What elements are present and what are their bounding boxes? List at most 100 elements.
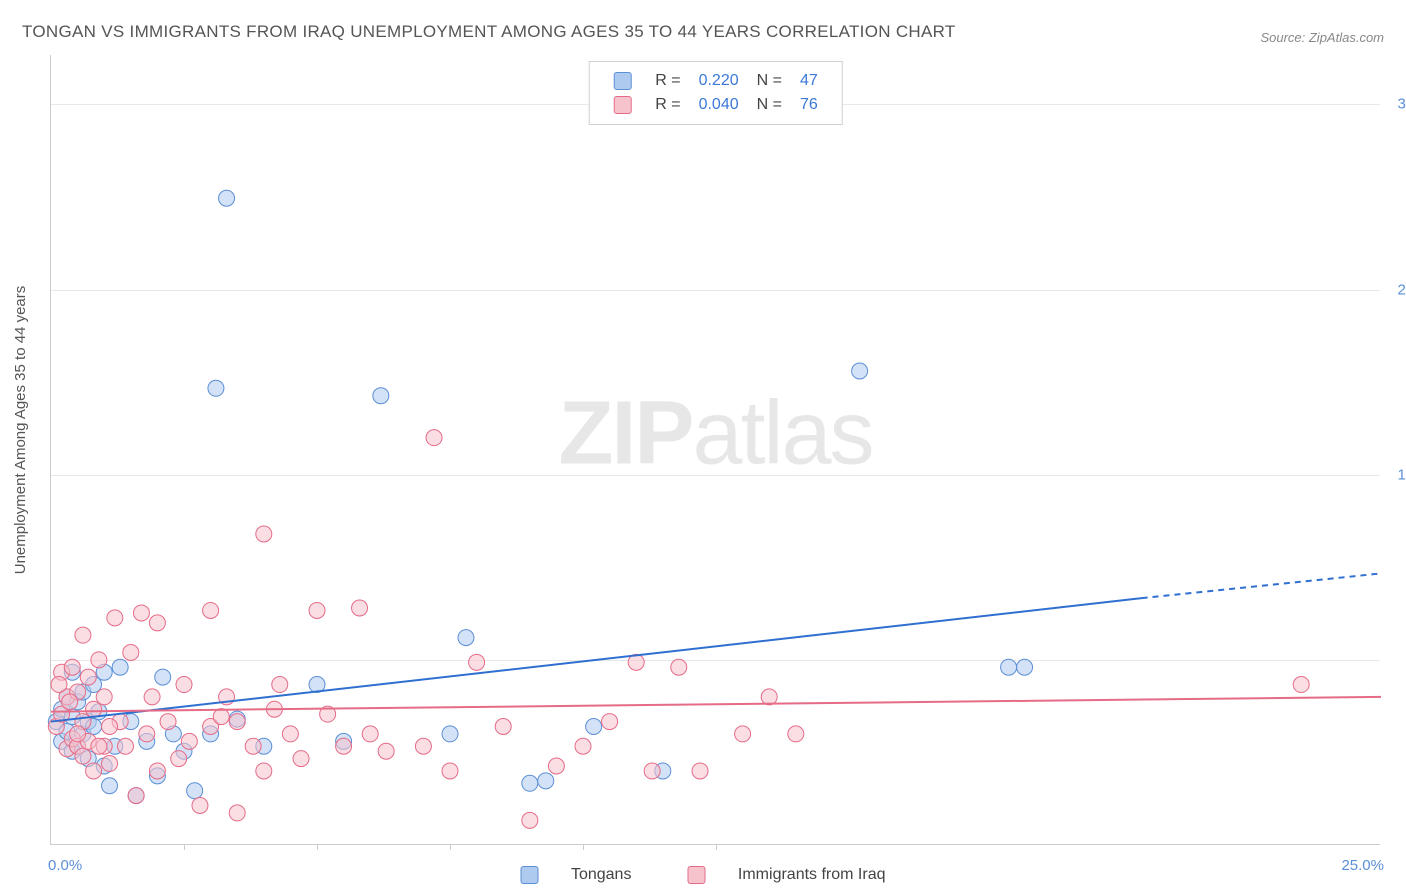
scatter-point <box>160 714 176 730</box>
scatter-point <box>469 654 485 670</box>
scatter-point <box>96 689 112 705</box>
legend-series-item: Tongans <box>507 866 646 883</box>
scatter-point <box>128 788 144 804</box>
x-tick <box>716 844 717 850</box>
legend-row: R =0.220N =47 <box>605 70 826 92</box>
legend-swatch <box>613 96 631 114</box>
scatter-point <box>336 738 352 754</box>
scatter-point <box>1293 677 1309 693</box>
legend-swatch <box>687 866 705 884</box>
legend-series-item: Immigrants from Iraq <box>673 866 899 883</box>
scatter-point <box>91 738 107 754</box>
legend-r-label: R = <box>647 70 688 92</box>
scatter-point <box>139 726 155 742</box>
scatter-point <box>187 783 203 799</box>
scatter-point <box>171 751 187 767</box>
scatter-point <box>149 763 165 779</box>
scatter-point <box>272 677 288 693</box>
scatter-point <box>70 726 86 742</box>
x-axis-origin-label: 0.0% <box>48 857 82 874</box>
scatter-point <box>75 627 91 643</box>
scatter-point <box>133 605 149 621</box>
scatter-point <box>442 763 458 779</box>
scatter-point <box>548 758 564 774</box>
scatter-point <box>1017 659 1033 675</box>
legend-correlation-box: R =0.220N =47R =0.040N =76 <box>588 61 843 125</box>
scatter-point <box>495 719 511 735</box>
scatter-point <box>352 600 368 616</box>
legend-series: Tongans Immigrants from Iraq <box>493 866 914 884</box>
scatter-point <box>692 763 708 779</box>
plot-area: ZIPatlas 7.5%15.0%22.5%30.0% R =0.220N =… <box>50 55 1380 845</box>
y-tick-label: 15.0% <box>1385 466 1406 483</box>
scatter-point <box>522 812 538 828</box>
scatter-point <box>282 726 298 742</box>
legend-series-label: Tongans <box>571 866 632 883</box>
scatter-point <box>75 748 91 764</box>
scatter-point <box>788 726 804 742</box>
scatter-point <box>86 763 102 779</box>
legend-n-label: N = <box>749 70 790 92</box>
scatter-point <box>852 363 868 379</box>
legend-row: R =0.040N =76 <box>605 94 826 116</box>
x-tick <box>317 844 318 850</box>
legend-swatch <box>521 866 539 884</box>
legend-top-table: R =0.220N =47R =0.040N =76 <box>603 68 828 118</box>
x-tick <box>450 844 451 850</box>
scatter-point <box>256 526 272 542</box>
source-label: Source: ZipAtlas.com <box>1260 30 1384 45</box>
scatter-svg <box>51 55 1380 844</box>
scatter-point <box>149 615 165 631</box>
y-axis-title: Unemployment Among Ages 35 to 44 years <box>12 286 29 575</box>
scatter-point <box>522 775 538 791</box>
legend-series-label: Immigrants from Iraq <box>738 866 886 883</box>
scatter-point <box>62 694 78 710</box>
scatter-point <box>761 689 777 705</box>
scatter-point <box>192 798 208 814</box>
scatter-point <box>117 738 133 754</box>
legend-r-value: 0.040 <box>691 94 747 116</box>
scatter-point <box>80 669 96 685</box>
x-tick <box>583 844 584 850</box>
scatter-point <box>102 756 118 772</box>
scatter-point <box>91 652 107 668</box>
y-tick-label: 22.5% <box>1385 281 1406 298</box>
scatter-point <box>293 751 309 767</box>
scatter-point <box>426 430 442 446</box>
scatter-point <box>107 610 123 626</box>
scatter-point <box>671 659 687 675</box>
scatter-point <box>208 380 224 396</box>
scatter-point <box>229 714 245 730</box>
scatter-point <box>415 738 431 754</box>
scatter-point <box>373 388 389 404</box>
y-tick-label: 7.5% <box>1385 651 1406 668</box>
scatter-point <box>644 763 660 779</box>
legend-n-label: N = <box>749 94 790 116</box>
scatter-point <box>123 644 139 660</box>
scatter-point <box>203 602 219 618</box>
legend-n-value: 47 <box>792 70 826 92</box>
legend-r-value: 0.220 <box>691 70 747 92</box>
scatter-point <box>155 669 171 685</box>
scatter-point <box>442 726 458 742</box>
scatter-point <box>362 726 378 742</box>
scatter-point <box>144 689 160 705</box>
scatter-point <box>64 659 80 675</box>
scatter-point <box>219 190 235 206</box>
scatter-point <box>458 630 474 646</box>
legend-swatch <box>613 72 631 90</box>
scatter-point <box>586 719 602 735</box>
scatter-point <box>181 733 197 749</box>
x-axis-max-label: 25.0% <box>1341 857 1384 874</box>
x-tick <box>184 844 185 850</box>
scatter-point <box>176 677 192 693</box>
legend-n-value: 76 <box>792 94 826 116</box>
scatter-point <box>309 602 325 618</box>
y-tick-label: 30.0% <box>1385 96 1406 113</box>
scatter-point <box>245 738 261 754</box>
legend-r-label: R = <box>647 94 688 116</box>
scatter-point <box>213 709 229 725</box>
scatter-point <box>229 805 245 821</box>
scatter-point <box>51 677 67 693</box>
scatter-point <box>538 773 554 789</box>
